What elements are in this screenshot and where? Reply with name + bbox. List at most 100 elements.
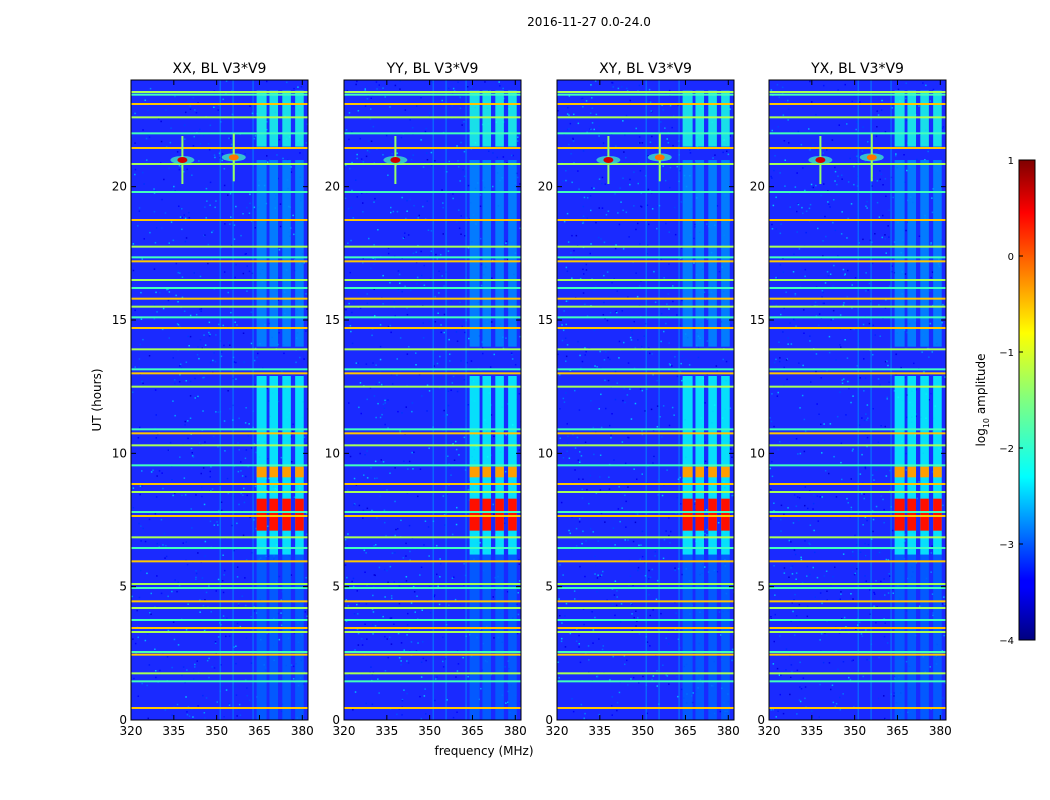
rfi-horizontal-line [557, 103, 734, 105]
noise-speck [381, 383, 383, 386]
noise-speck [197, 102, 199, 104]
noise-speck [277, 299, 280, 301]
noise-speck [436, 544, 438, 547]
noise-speck [140, 540, 142, 542]
noise-speck [462, 168, 464, 171]
noise-speck [625, 500, 627, 503]
noise-speck [204, 234, 206, 236]
noise-speck [595, 221, 597, 224]
noise-speck [245, 604, 247, 607]
noise-speck [204, 555, 206, 557]
noise-speck [806, 615, 809, 618]
noise-speck [435, 253, 437, 256]
noise-speck [180, 208, 182, 210]
noise-speck [582, 205, 585, 208]
noise-speck [854, 572, 856, 575]
noise-speck [578, 643, 580, 645]
noise-speck [357, 110, 360, 112]
noise-speck [610, 437, 612, 439]
noise-speck [884, 717, 886, 720]
noise-speck [230, 143, 233, 146]
noise-speck [237, 709, 240, 711]
noise-speck [866, 200, 868, 203]
noise-speck [347, 605, 350, 607]
noise-speck [406, 313, 409, 316]
rfi-horizontal-line [557, 260, 734, 263]
noise-speck [411, 451, 413, 454]
noise-speck [782, 114, 785, 116]
noise-speck [146, 633, 148, 635]
rfi-horizontal-line [344, 547, 521, 549]
noise-speck [656, 205, 659, 207]
noise-speck [582, 292, 585, 294]
rfi-horizontal-line [131, 483, 308, 485]
noise-speck [253, 206, 256, 208]
noise-speck [193, 678, 195, 680]
noise-speck [421, 395, 423, 397]
noise-speck [228, 635, 231, 637]
noise-speck [593, 329, 596, 332]
noise-speck [369, 118, 372, 120]
noise-speck [250, 662, 253, 664]
noise-speck [613, 594, 616, 596]
noise-speck [245, 559, 248, 561]
noise-speck [237, 603, 240, 605]
noise-speck [362, 211, 364, 213]
noise-speck [496, 156, 498, 159]
noise-speck [661, 104, 663, 106]
noise-speck [565, 360, 567, 362]
rfi-horizontal-line [557, 305, 734, 308]
noise-speck [875, 97, 877, 100]
colorbar-tick-label: −4 [999, 636, 1014, 647]
noise-speck [406, 307, 408, 309]
noise-speck [203, 712, 206, 714]
noise-speck [853, 328, 855, 331]
noise-speck [826, 271, 829, 273]
noise-speck [594, 616, 596, 619]
noise-speck [228, 704, 231, 706]
noise-speck [286, 81, 288, 84]
noise-speck [138, 358, 141, 360]
rfi-horizontal-line [344, 432, 521, 435]
noise-speck [420, 661, 423, 663]
noise-speck [841, 379, 843, 381]
noise-speck [153, 318, 156, 320]
noise-speck [888, 381, 890, 383]
noise-speck [373, 544, 375, 547]
noise-speck [140, 525, 142, 527]
noise-speck [584, 712, 586, 715]
noise-speck [295, 361, 297, 364]
noise-speck [360, 673, 363, 676]
noise-speck [382, 87, 384, 89]
noise-speck [616, 701, 619, 704]
noise-speck [201, 495, 203, 498]
noise-speck [197, 705, 199, 707]
noise-speck [562, 180, 564, 182]
noise-speck [387, 247, 390, 249]
noise-speck [886, 642, 889, 644]
noise-speck [880, 109, 883, 111]
noise-speck [905, 469, 907, 471]
noise-speck [694, 503, 696, 505]
noise-speck [779, 264, 782, 266]
y-tick-label: 10 [325, 446, 340, 460]
noise-speck [810, 183, 813, 186]
noise-speck [283, 352, 285, 355]
frequency-block [695, 90, 705, 147]
noise-speck [446, 493, 448, 495]
noise-speck [877, 114, 880, 116]
noise-speck [428, 112, 431, 114]
noise-speck [278, 638, 281, 641]
noise-speck [174, 379, 176, 381]
noise-speck [875, 580, 877, 582]
noise-speck [169, 141, 172, 144]
noise-speck [677, 695, 679, 698]
noise-speck [377, 402, 379, 405]
noise-speck [618, 489, 621, 491]
noise-speck [218, 323, 220, 326]
noise-speck [202, 604, 205, 607]
noise-speck [815, 315, 818, 317]
noise-speck [788, 539, 790, 542]
noise-speck [601, 207, 604, 209]
noise-speck [185, 237, 188, 239]
